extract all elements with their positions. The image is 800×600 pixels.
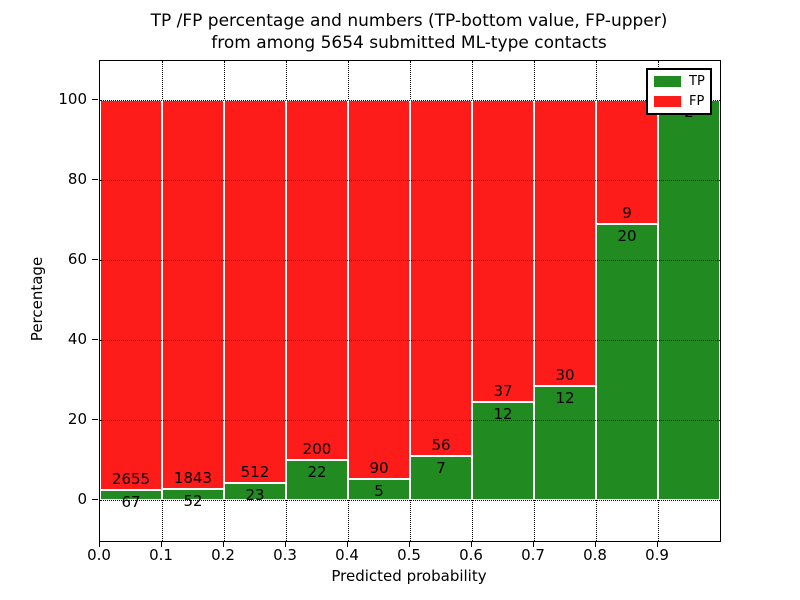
legend-item-tp: TP — [654, 74, 705, 89]
x-tick-mark — [223, 541, 224, 547]
tp-count-label: 12 — [493, 405, 513, 424]
x-tick-mark — [657, 541, 658, 547]
x-tick-mark — [99, 541, 100, 547]
x-tick-label: 0.6 — [459, 546, 483, 564]
x-tick-mark — [409, 541, 410, 547]
x-tick-label: 0.5 — [397, 546, 421, 564]
x-tick-mark — [471, 541, 472, 547]
y-tick-mark — [92, 499, 98, 500]
x-tick-label: 0.2 — [211, 546, 235, 564]
tp-count-label: 12 — [555, 388, 575, 407]
x-tick-mark — [533, 541, 534, 547]
legend-label-tp: TP — [689, 74, 705, 89]
plot-area: TP FP 67 2655 52 1843 23 512 22 200 5 90 7 56 12 37 12… — [99, 60, 721, 542]
bar-segment-tp — [534, 385, 596, 500]
bar-segment-tp — [658, 100, 720, 500]
fp-count-label: 90 — [369, 458, 389, 477]
y-gridline — [100, 180, 720, 181]
x-axis-label: Predicted probability — [331, 567, 487, 585]
y-tick-label: 40 — [67, 330, 87, 348]
bar-segment-fp — [224, 100, 286, 483]
chart-title: TP /FP percentage and numbers (TP-bottom… — [99, 10, 719, 54]
tp-color-swatch — [654, 76, 681, 87]
y-axis-label: Percentage — [28, 256, 46, 342]
fp-count-label: 2655 — [111, 470, 151, 489]
y-tick-mark — [92, 339, 98, 340]
x-tick-label: 0.8 — [583, 546, 607, 564]
y-gridline — [100, 260, 720, 261]
bar-segment-fp — [162, 100, 224, 490]
fp-count-label: 37 — [493, 382, 513, 401]
bar-segment-tp — [224, 482, 286, 500]
x-tick-mark — [347, 541, 348, 547]
fp-count-label: 200 — [302, 440, 332, 459]
bar-segment-tp — [596, 224, 658, 500]
tp-count-label: 67 — [121, 493, 141, 512]
y-tick-mark — [92, 259, 98, 260]
y-tick-mark — [92, 179, 98, 180]
chart-title-line1: TP /FP percentage and numbers (TP-bottom… — [150, 11, 668, 31]
tp-count-label: 22 — [307, 463, 327, 482]
y-gridline — [100, 340, 720, 341]
fp-count-label: 30 — [555, 365, 575, 384]
x-tick-label: 0.9 — [645, 546, 669, 564]
x-tick-mark — [161, 541, 162, 547]
y-tick-mark — [92, 99, 98, 100]
bar-segment-fp — [286, 100, 348, 461]
fp-count-label: 56 — [431, 435, 451, 454]
y-tick-label: 60 — [67, 250, 87, 268]
chart-title-line2: from among 5654 submitted ML-type contac… — [211, 33, 607, 53]
bar-segment-fp — [348, 100, 410, 479]
bar-segment-tp — [100, 490, 162, 500]
y-gridline — [100, 500, 720, 501]
x-tick-label: 0.1 — [149, 546, 173, 564]
tp-count-label: 23 — [245, 485, 265, 504]
y-gridline — [100, 100, 720, 101]
bar-segment-tp — [286, 460, 348, 500]
tp-count-label: 5 — [374, 481, 384, 500]
x-tick-mark — [285, 541, 286, 547]
chart-legend: TP FP — [646, 68, 712, 115]
bar-segment-fp — [472, 100, 534, 403]
bar-segment-tp — [472, 402, 534, 500]
y-tick-label: 100 — [58, 90, 87, 108]
y-tick-label: 20 — [67, 410, 87, 428]
y-gridline — [100, 420, 720, 421]
y-tick-mark — [92, 419, 98, 420]
legend-label-fp: FP — [689, 94, 705, 109]
fp-color-swatch — [654, 96, 681, 107]
x-tick-mark — [595, 541, 596, 547]
bar-segment-tp — [348, 478, 410, 500]
bar-segment-fp — [596, 100, 658, 225]
fp-count-label: 9 — [622, 204, 632, 223]
fp-count-label: 512 — [240, 462, 270, 481]
tp-count-label: 52 — [183, 492, 203, 511]
bar-segment-fp — [410, 100, 472, 456]
bar-segment-fp — [534, 100, 596, 386]
fp-count-label: 1843 — [173, 469, 213, 488]
y-tick-label: 80 — [67, 170, 87, 188]
x-tick-label: 0.7 — [521, 546, 545, 564]
bar-segment-tp — [162, 489, 224, 500]
x-tick-label: 0.0 — [87, 546, 111, 564]
x-tick-label: 0.4 — [335, 546, 359, 564]
bar-segment-tp — [410, 455, 472, 500]
x-tick-label: 0.3 — [273, 546, 297, 564]
bar-segment-fp — [100, 100, 162, 491]
tp-count-label: 20 — [617, 227, 637, 246]
y-tick-label: 0 — [77, 490, 87, 508]
legend-item-fp: FP — [654, 95, 704, 108]
tp-count-label: 7 — [436, 458, 446, 477]
